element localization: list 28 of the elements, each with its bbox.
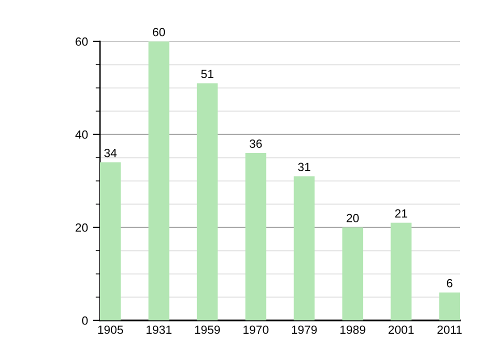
bar <box>294 176 315 320</box>
x-tick-label: 1989 <box>340 326 366 334</box>
data-label: 6 <box>446 279 452 288</box>
bar <box>148 41 170 320</box>
bar <box>100 162 121 320</box>
x-tick-label: 2011 <box>437 326 462 334</box>
data-label: 20 <box>346 214 359 222</box>
y-tick-label: 20 <box>76 223 88 232</box>
x-tick-label: 2001 <box>388 326 414 334</box>
data-label: 21 <box>395 209 408 218</box>
bar <box>390 222 412 320</box>
bar <box>439 292 460 320</box>
bar <box>342 227 364 320</box>
data-label: 36 <box>250 140 262 148</box>
data-label: 31 <box>298 162 310 172</box>
x-tick-label: 1931 <box>146 326 172 334</box>
data-label: 34 <box>104 148 117 158</box>
data-label: 51 <box>201 70 214 78</box>
bar <box>196 83 218 320</box>
x-tick-label: 1905 <box>98 326 124 334</box>
x-tick-label: 1979 <box>292 326 317 334</box>
y-tick-label: 0 <box>82 316 88 325</box>
x-tick-label: 1959 <box>195 326 220 334</box>
y-tick-label: 40 <box>75 130 88 139</box>
y-tick-label: 60 <box>76 37 88 46</box>
bar <box>245 153 266 320</box>
x-tick-label: 1970 <box>244 326 268 334</box>
data-label: 60 <box>152 28 165 36</box>
